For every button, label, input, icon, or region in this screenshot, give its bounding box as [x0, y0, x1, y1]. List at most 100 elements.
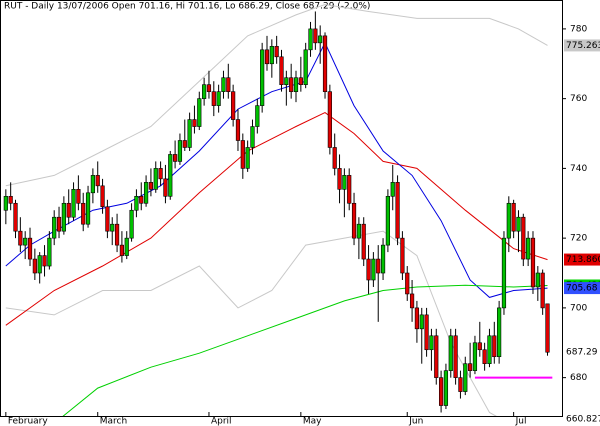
y-tick-label: 740 [570, 164, 587, 174]
candle-body [235, 119, 241, 141]
candle-body [521, 216, 526, 260]
candle-body [124, 237, 129, 256]
candle-body [482, 349, 487, 364]
candle-body [366, 258, 371, 281]
candle-body [472, 342, 478, 371]
candle-body [274, 46, 279, 58]
candle-body [216, 91, 221, 106]
end-label: 660.827 [566, 415, 600, 425]
candle-body [37, 255, 42, 274]
candle-body [110, 223, 115, 232]
candle-body [477, 342, 482, 351]
candle-body [187, 119, 192, 148]
candle-body [27, 237, 33, 260]
candle-body [143, 182, 149, 204]
candle-body [95, 175, 100, 187]
candle-body [356, 223, 361, 239]
candle-body [545, 303, 550, 353]
candle-body [3, 195, 8, 211]
candle-body [47, 237, 52, 267]
candle-body [206, 84, 212, 92]
candle-body [148, 182, 154, 190]
candle-body [284, 77, 289, 85]
candle-body [23, 237, 28, 246]
x-tick-label: April [211, 417, 232, 426]
end-label-box [564, 413, 600, 425]
candle-body [32, 258, 37, 274]
end-label-box [564, 282, 600, 295]
ma-line [5, 230, 497, 416]
candle-body [168, 154, 173, 197]
end-label: 705.68 [566, 284, 598, 294]
candle-body [501, 237, 507, 309]
candle-body [264, 49, 270, 65]
candle-body [405, 272, 410, 295]
candle-body [42, 255, 47, 267]
candle-body [134, 195, 139, 211]
candle-body [298, 77, 303, 85]
ma-line [5, 3, 548, 187]
candle-body [351, 202, 357, 239]
candle-body [429, 335, 434, 351]
candle-body [414, 307, 420, 330]
candle-body [85, 192, 91, 225]
candle-body [511, 202, 516, 232]
candle-body [390, 182, 395, 197]
candle-body [61, 202, 66, 232]
candle-body [269, 46, 274, 65]
candle-body [114, 223, 120, 246]
end-label-box [564, 39, 600, 52]
candle-body [105, 206, 110, 232]
end-label: 775.263 [566, 41, 600, 51]
candle-body [52, 216, 57, 239]
end-label: 713.860 [566, 255, 600, 265]
candle-body [66, 202, 71, 218]
candle-body [443, 370, 449, 406]
candle-body [347, 175, 352, 204]
candle-body [540, 272, 545, 309]
candle-body [385, 195, 390, 246]
candle-body [380, 244, 386, 274]
candle-body [318, 35, 323, 44]
candle-body [322, 35, 328, 92]
candle-body [211, 91, 216, 106]
candle-body [90, 175, 95, 194]
y-tick-label: 700 [570, 303, 587, 313]
candle-body [424, 314, 429, 351]
candle-body [516, 216, 521, 232]
candle-body [492, 335, 497, 358]
candle-body [332, 147, 337, 169]
candle-body [279, 56, 284, 85]
candle-body [530, 237, 536, 288]
plot [3, 3, 553, 416]
y-tick-label: 680 [570, 373, 587, 383]
end-label-box [564, 253, 600, 266]
x-tick-label: February [8, 417, 49, 426]
candle-body [182, 140, 187, 148]
candle-body [231, 91, 236, 120]
candle-body [376, 258, 381, 274]
x-tick-label: Jun [408, 417, 423, 426]
candle-body [158, 168, 163, 180]
candle-body [506, 202, 511, 239]
candle-body [119, 244, 125, 256]
candle-body [163, 178, 168, 197]
x-tick-label: Jul [515, 417, 527, 426]
candle-body [173, 154, 178, 162]
x-tick-label: May [303, 417, 322, 426]
candle-body [13, 202, 18, 232]
candle-body [526, 237, 531, 260]
candle-body [197, 98, 202, 127]
candle-body [250, 126, 255, 148]
end-label-box [564, 346, 600, 359]
candle-body [395, 182, 400, 239]
end-label: 687.29 [566, 348, 598, 358]
candle-body [289, 77, 294, 92]
candle-body [400, 237, 405, 274]
candle-body [458, 377, 463, 392]
y-tick-label: 720 [570, 234, 587, 244]
candle-body [438, 377, 444, 406]
candle-body [419, 314, 424, 330]
candle-body [192, 119, 197, 127]
candle-body [260, 49, 265, 106]
